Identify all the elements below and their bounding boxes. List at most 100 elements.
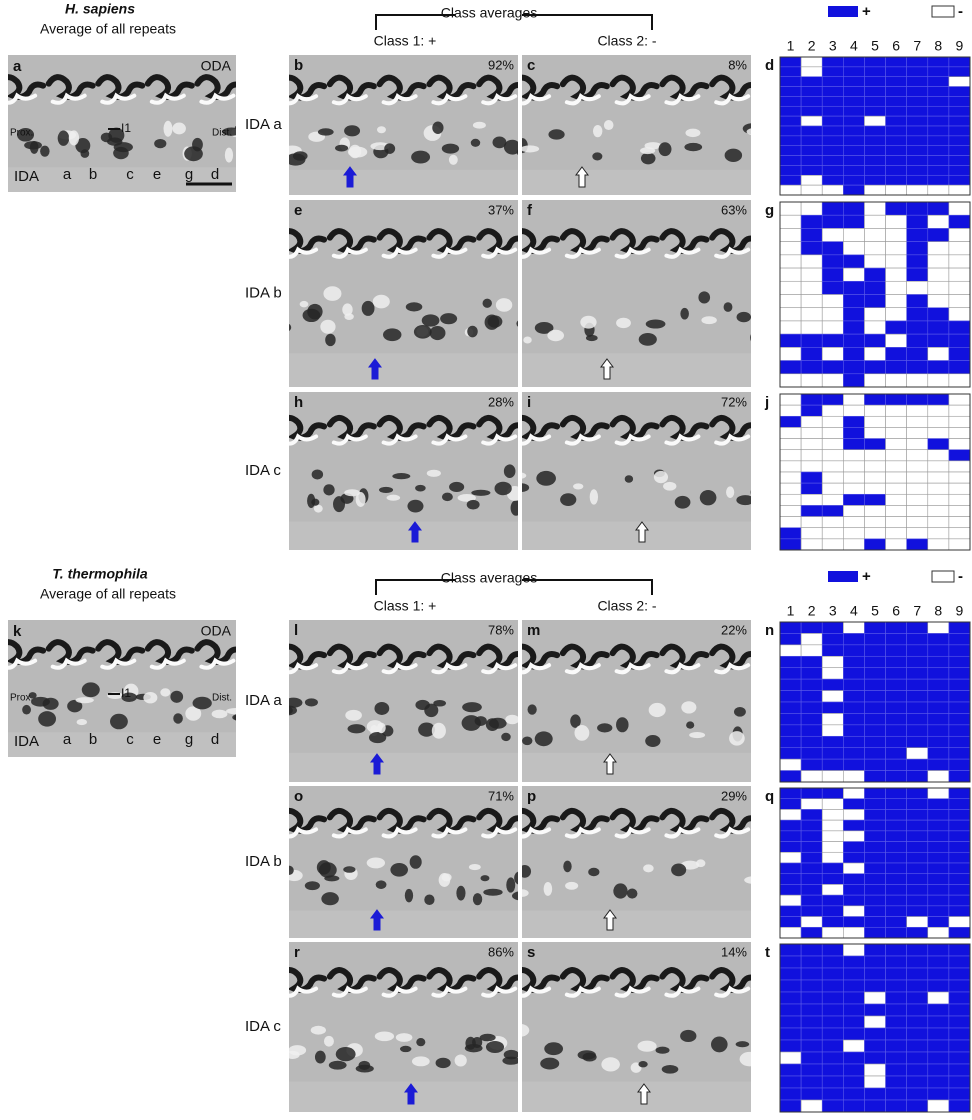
- ida-density: [284, 866, 294, 875]
- ida-density: [643, 864, 654, 872]
- ida-density: [336, 1047, 356, 1061]
- cell: [886, 831, 907, 842]
- cell: [843, 1004, 864, 1016]
- cell: [780, 668, 801, 679]
- ida-label: IDA: [14, 168, 39, 185]
- cell: [928, 759, 949, 770]
- cell: [949, 96, 970, 106]
- cell: [843, 268, 864, 281]
- cell: [928, 136, 949, 146]
- cell: [780, 175, 801, 185]
- cell: [907, 831, 928, 842]
- cell: [843, 633, 864, 644]
- cell: [949, 57, 970, 67]
- cell: [780, 820, 801, 831]
- cell: [928, 944, 949, 956]
- cell: [843, 136, 864, 146]
- cell: [801, 788, 822, 799]
- cell: [780, 165, 801, 175]
- cell: [928, 691, 949, 702]
- column-number: 4: [850, 38, 858, 54]
- ida-density: [335, 145, 348, 152]
- cell: [928, 1100, 949, 1112]
- cell: [822, 461, 843, 472]
- column-number: 7: [913, 38, 921, 54]
- cell: [822, 416, 843, 427]
- cell: [864, 759, 885, 770]
- cell: [780, 77, 801, 87]
- cell: [886, 494, 907, 505]
- cell: [801, 505, 822, 516]
- cell: [907, 156, 928, 166]
- cell: [780, 842, 801, 853]
- cell: [928, 361, 949, 374]
- cell: [843, 656, 864, 667]
- ida-density: [307, 304, 322, 320]
- cell: [949, 334, 970, 347]
- cell: [928, 1040, 949, 1052]
- ida-density: [462, 702, 482, 712]
- cell: [886, 175, 907, 185]
- ida-density: [511, 500, 522, 516]
- shade: [289, 170, 518, 195]
- ida-density: [752, 883, 762, 898]
- cell: [801, 146, 822, 156]
- cell: [780, 944, 801, 956]
- panel-letter: b: [294, 57, 303, 74]
- cell: [801, 1052, 822, 1064]
- cell: [949, 427, 970, 438]
- cell: [907, 505, 928, 516]
- cell: [886, 374, 907, 387]
- ida-density: [344, 489, 360, 496]
- cell: [801, 1100, 822, 1112]
- cell: [822, 1028, 843, 1040]
- cell: [864, 308, 885, 321]
- cell: [822, 842, 843, 853]
- cell: [864, 528, 885, 539]
- cell: [886, 67, 907, 77]
- ida-density: [449, 482, 464, 492]
- cell: [801, 528, 822, 539]
- class-header: Class averages: [441, 570, 538, 586]
- ida-density: [495, 482, 512, 495]
- cell: [886, 416, 907, 427]
- cell: [801, 175, 822, 185]
- cell: [949, 1100, 970, 1112]
- oda-density: [247, 642, 291, 662]
- ida-density: [422, 314, 440, 326]
- ida-density: [583, 1053, 597, 1062]
- cell: [886, 771, 907, 782]
- cell: [864, 472, 885, 483]
- cell: [886, 295, 907, 308]
- cell: [843, 645, 864, 656]
- cell: [864, 77, 885, 87]
- cell: [949, 361, 970, 374]
- cell: [864, 656, 885, 667]
- ida-density: [396, 1033, 413, 1042]
- ida-density: [0, 688, 5, 694]
- cell: [801, 1016, 822, 1028]
- species-title: H. sapiens: [65, 1, 135, 17]
- cell: [928, 374, 949, 387]
- cell: [780, 725, 801, 736]
- cell: [886, 96, 907, 106]
- row-label: IDA a: [245, 116, 282, 133]
- cell: [801, 968, 822, 980]
- ida-density: [333, 496, 345, 512]
- cell: [949, 956, 970, 968]
- ida-density: [349, 145, 361, 159]
- cell: [843, 1088, 864, 1100]
- cell: [780, 759, 801, 770]
- row-label: IDA c: [245, 1018, 281, 1035]
- shade: [289, 911, 518, 938]
- cell: [843, 126, 864, 136]
- cell: [864, 394, 885, 405]
- ida-density: [377, 126, 386, 133]
- cell: [949, 668, 970, 679]
- cell: [822, 679, 843, 690]
- ida-density: [604, 120, 614, 130]
- cell: [928, 539, 949, 550]
- ida-density: [406, 302, 423, 311]
- cell: [886, 505, 907, 516]
- ida-density: [440, 313, 457, 324]
